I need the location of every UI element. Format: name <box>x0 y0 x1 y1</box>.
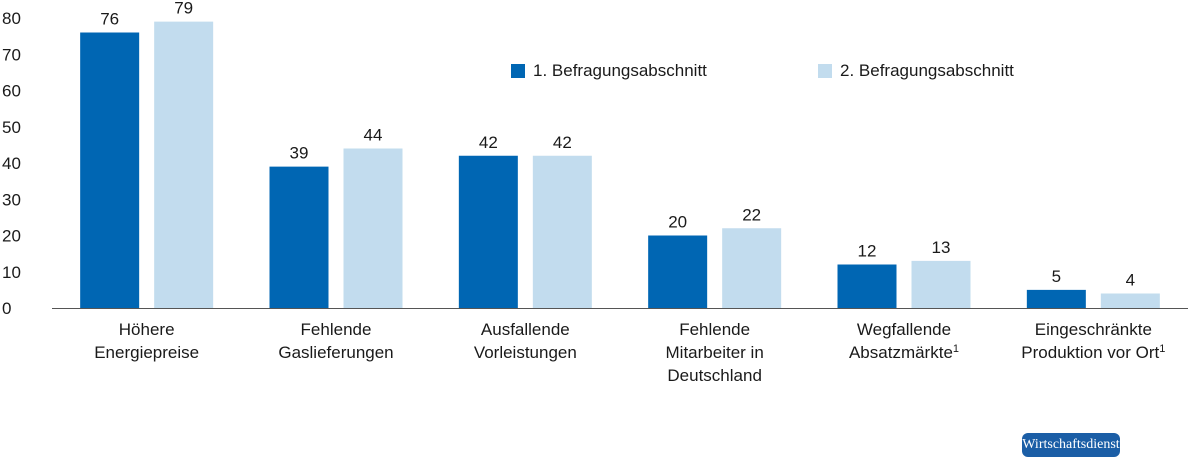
category-label: Fehlende Mitarbeiter in Deutschland <box>630 318 800 387</box>
y-tick-label: 10 <box>2 263 21 282</box>
y-tick-label: 20 <box>2 227 21 246</box>
y-tick-label: 80 <box>2 9 21 28</box>
bar-series-2 <box>154 21 214 308</box>
bar-series-1 <box>648 235 708 308</box>
category-label-line: Produktion vor Ort1 <box>1021 343 1166 362</box>
category-label-line: Energiepreise <box>94 343 200 362</box>
legend-item-series-2: 2. Befragungsabschnitt <box>818 60 1014 82</box>
y-axis-ticks: 0 10 20 30 40 50 60 70 80 <box>2 9 21 318</box>
bar-series-1 <box>269 166 329 308</box>
y-tick-label: 40 <box>2 154 21 173</box>
value-label: 42 <box>479 133 498 152</box>
category-label: Höhere Energiepreise <box>62 318 232 364</box>
value-label: 79 <box>174 0 193 18</box>
category-label-line: Absatzmärkte1 <box>848 343 960 362</box>
y-tick-label: 60 <box>2 82 21 101</box>
bars <box>80 21 1160 308</box>
category-label-line: Fehlende <box>300 320 372 339</box>
bar-series-1 <box>1026 289 1086 308</box>
category-label-line: Höhere <box>118 320 175 339</box>
y-tick-label: 30 <box>2 190 21 209</box>
category-label-line: Deutschland <box>667 366 762 385</box>
value-label: 4 <box>1126 271 1135 290</box>
value-label: 44 <box>364 126 383 145</box>
category-label-line: Eingeschränkte <box>1034 320 1152 339</box>
bar-series-2 <box>722 228 782 308</box>
category-label-line: Mitarbeiter in <box>665 343 764 362</box>
legend-item-series-1: 1. Befragungsabschnitt <box>511 60 707 82</box>
value-label: 39 <box>290 144 309 163</box>
value-label: 76 <box>100 10 119 29</box>
value-label: 22 <box>742 205 761 224</box>
legend-label-series-1: 1. Befragungsabschnitt <box>533 61 707 80</box>
bar-series-2 <box>532 155 592 308</box>
wirtschaftsdienst-logo: Wirtschaftsdienst <box>1022 433 1120 457</box>
value-label: 13 <box>932 238 951 257</box>
value-labels: 76 79 39 44 42 42 20 22 12 13 5 4 <box>100 0 1135 290</box>
category-label-line: Wegfallende <box>856 320 952 339</box>
category-label: Wegfallende Absatzmärkte1 <box>819 318 989 364</box>
legend-swatch-series-2 <box>818 64 832 78</box>
footnote-marker: 1 <box>952 343 960 355</box>
bar-series-1 <box>80 32 140 308</box>
legend-swatch-series-1 <box>511 64 525 78</box>
legend-label-series-2: 2. Befragungsabschnitt <box>840 61 1014 80</box>
bar-series-1 <box>458 155 518 308</box>
bar-series-2 <box>1100 293 1160 308</box>
category-label: Ausfallende Vorleistungen <box>440 318 610 364</box>
y-tick-label: 70 <box>2 45 21 64</box>
category-label-line: Vorleistungen <box>473 343 577 362</box>
category-label: Fehlende Gaslieferungen <box>251 318 421 364</box>
value-label: 5 <box>1052 267 1061 286</box>
category-label-line: Ausfallende <box>480 320 570 339</box>
category-label-line: Fehlende <box>679 320 751 339</box>
y-tick-label: 50 <box>2 118 21 137</box>
bar-series-1 <box>837 264 897 308</box>
category-label-line: Gaslieferungen <box>278 343 394 362</box>
value-label: 20 <box>668 213 687 232</box>
bar-series-2 <box>911 260 971 308</box>
bar-series-2 <box>343 148 403 308</box>
value-label: 42 <box>553 133 572 152</box>
category-label: Eingeschränkte Produktion vor Ort1 <box>1008 318 1178 364</box>
footnote-marker: 1 <box>1159 343 1166 355</box>
value-label: 12 <box>858 242 877 261</box>
y-tick-label: 0 <box>2 299 11 318</box>
